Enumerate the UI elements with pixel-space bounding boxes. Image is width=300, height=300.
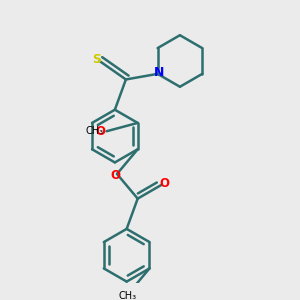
Text: CH₃: CH₃ (118, 291, 136, 300)
Text: O: O (95, 125, 105, 138)
Text: O: O (110, 169, 121, 182)
Text: S: S (92, 53, 101, 66)
Text: N: N (154, 66, 164, 79)
Text: CH₃: CH₃ (85, 126, 103, 136)
Text: O: O (159, 177, 169, 190)
